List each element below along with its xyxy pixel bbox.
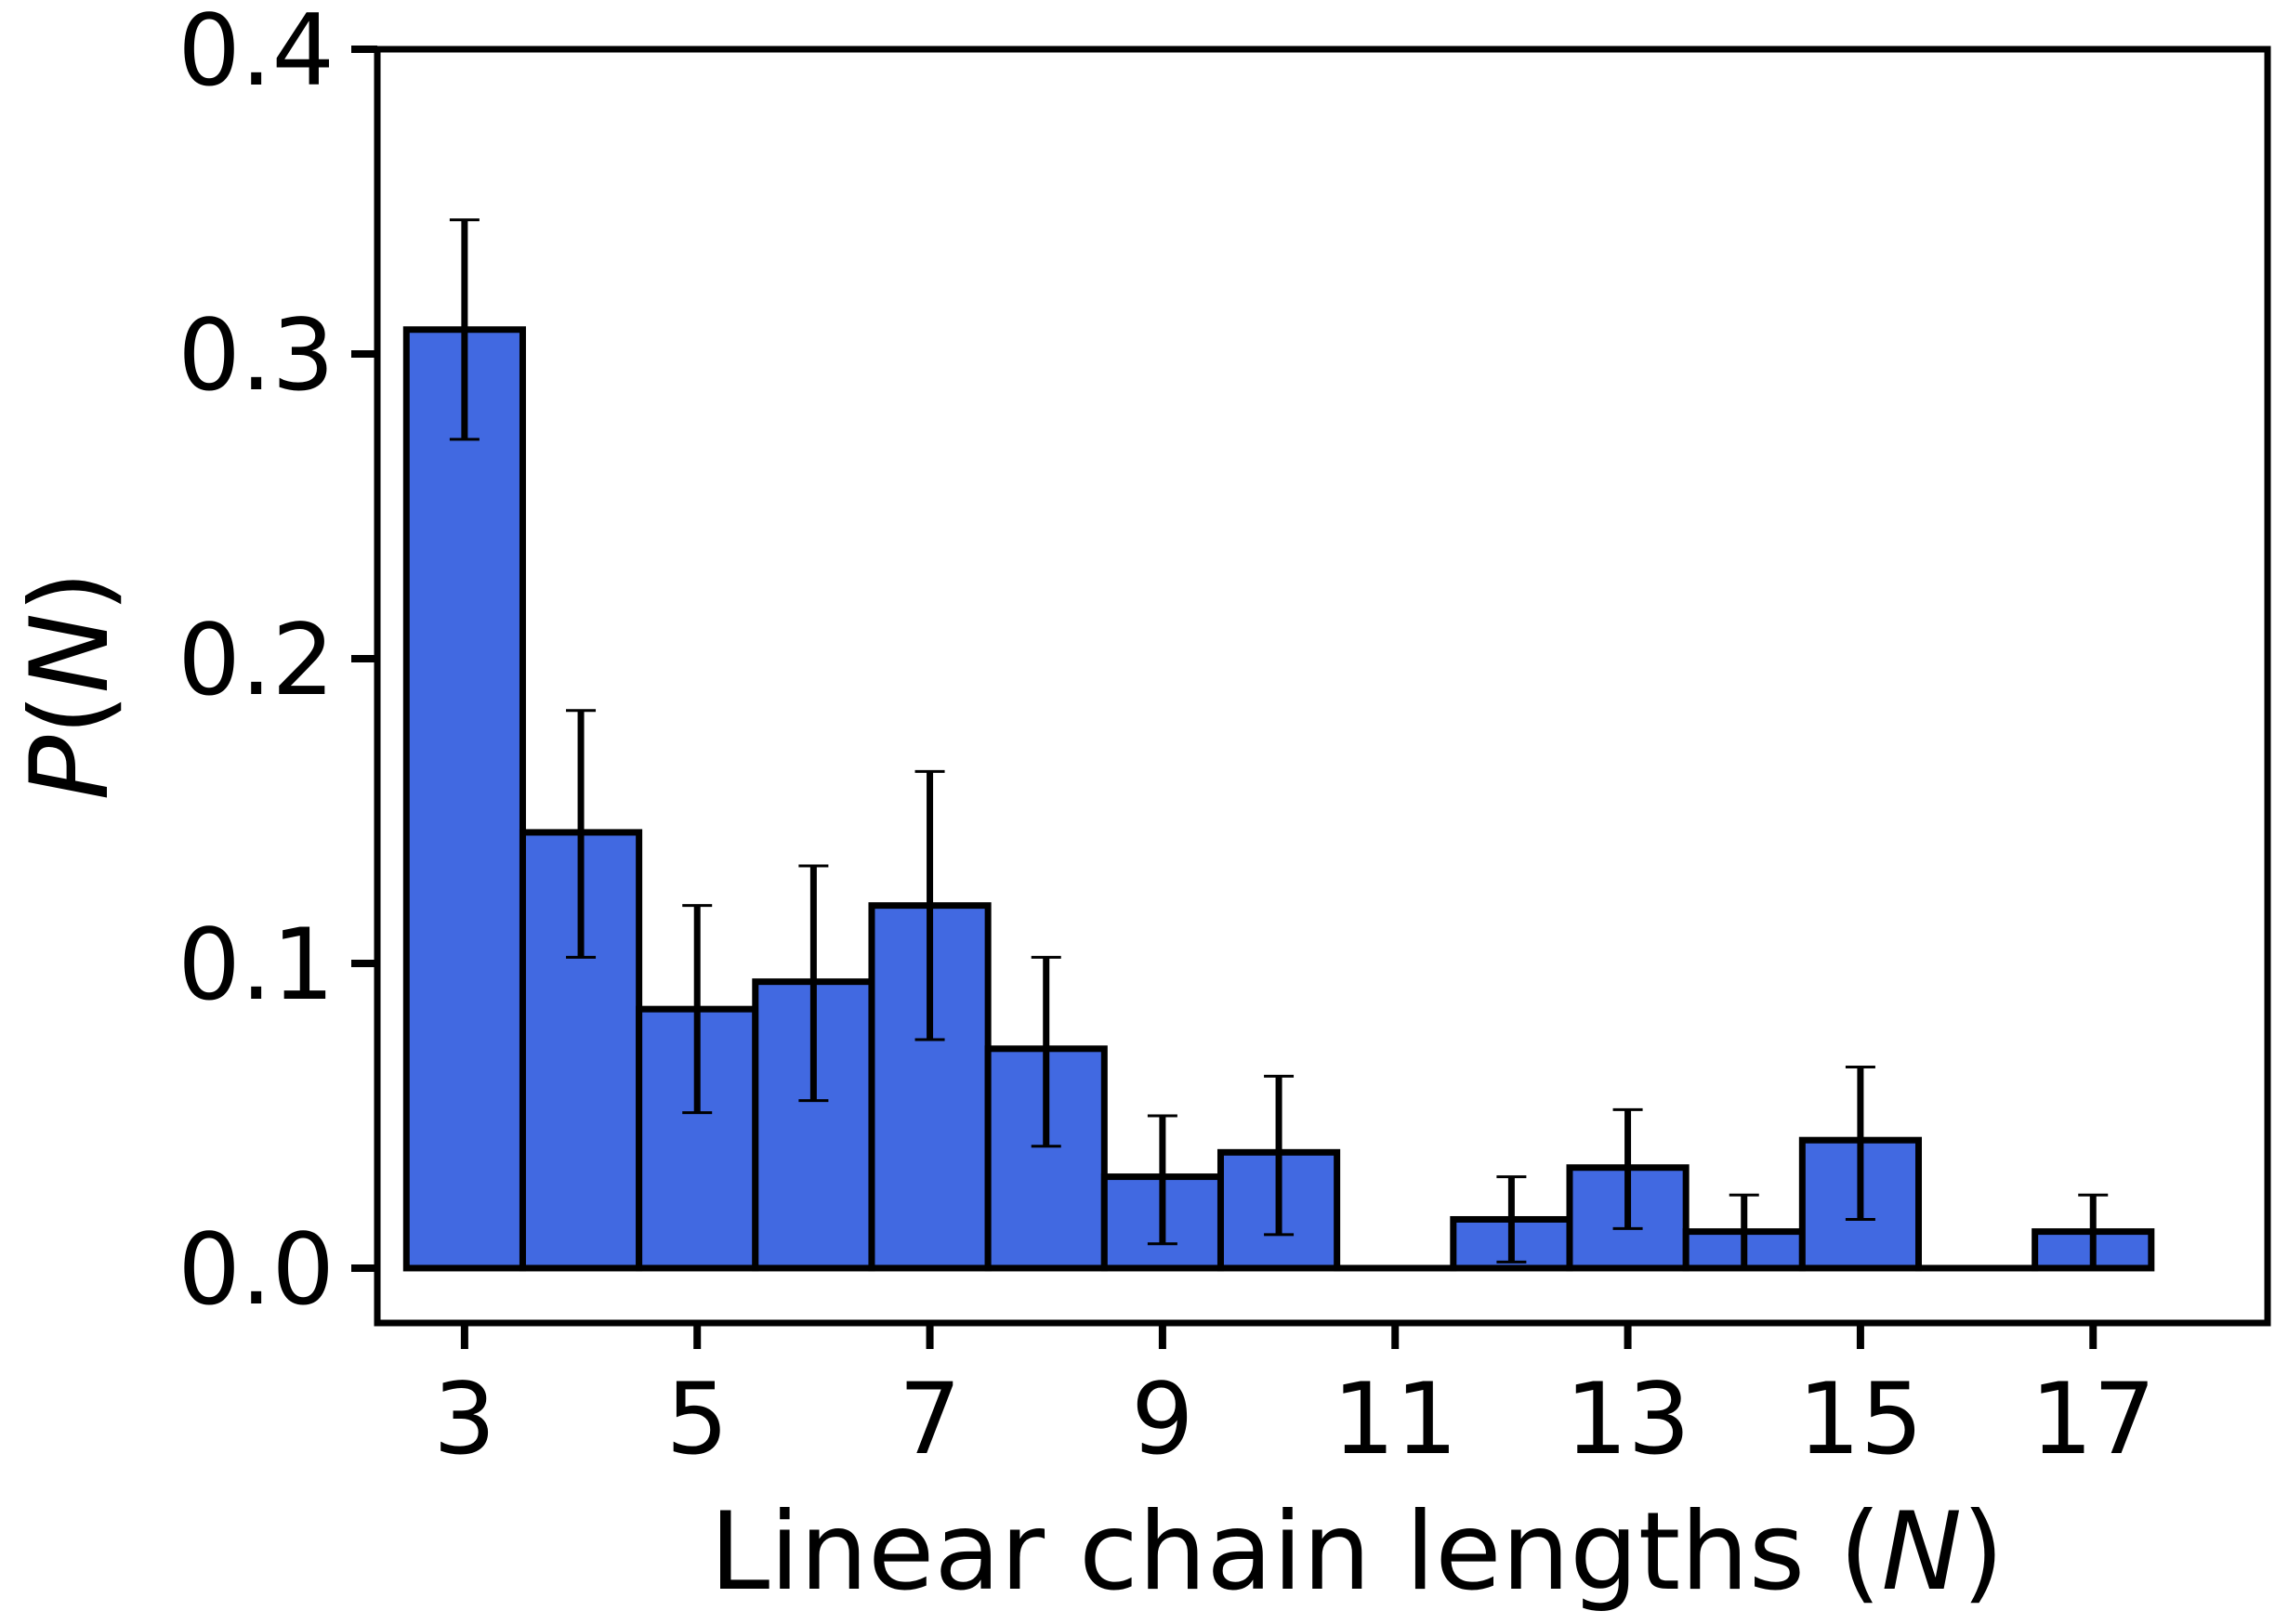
bar-6 <box>752 978 875 1272</box>
x-tick-label: 15 <box>1797 1362 1923 1476</box>
bars-layer <box>402 326 2155 1272</box>
y-tick-label: 0.2 <box>178 603 335 717</box>
x-axis-label: Linear chain lengths (N) <box>710 1489 2005 1615</box>
x-tick-label: 17 <box>2031 1362 2156 1476</box>
y-tick-label: 0.4 <box>178 0 335 108</box>
y-axis-label: P(N) <box>7 570 133 800</box>
bar-3 <box>402 326 526 1272</box>
plot-frame <box>374 46 2271 1327</box>
y-tick-label: 0.1 <box>178 908 335 1022</box>
error-bars-layer <box>449 218 2109 1270</box>
error-bar-9 <box>1147 1114 1177 1246</box>
error-bar-10 <box>1264 1074 1295 1237</box>
bar-8 <box>984 1045 1108 1272</box>
error-bar-4 <box>566 709 597 959</box>
x-tick-label: 5 <box>665 1362 728 1476</box>
error-bar-15 <box>1845 1065 1875 1221</box>
error-bar-13 <box>1612 1107 1643 1230</box>
x-tick-label: 3 <box>433 1362 495 1476</box>
error-bar-8 <box>1031 955 1061 1148</box>
x-tick-label: 7 <box>899 1362 961 1476</box>
y-axis: 0.0 0.1 0.2 0.3 0.4 <box>178 0 377 1327</box>
x-tick-label: 13 <box>1565 1362 1690 1476</box>
error-bar-3 <box>449 218 480 441</box>
x-tick-label: 11 <box>1333 1362 1458 1476</box>
error-bar-5 <box>682 904 713 1115</box>
error-bar-12 <box>1496 1175 1527 1264</box>
error-bar-6 <box>798 864 829 1103</box>
error-bar-7 <box>914 769 945 1041</box>
x-axis: 3 5 7 9 11 13 15 17 <box>433 1323 2156 1476</box>
y-tick-label: 0.3 <box>178 298 335 413</box>
x-tick-label: 9 <box>1131 1362 1193 1476</box>
y-tick-label: 0.0 <box>178 1212 335 1327</box>
error-bar-17 <box>2078 1193 2109 1270</box>
error-bar-14 <box>1729 1193 1759 1270</box>
